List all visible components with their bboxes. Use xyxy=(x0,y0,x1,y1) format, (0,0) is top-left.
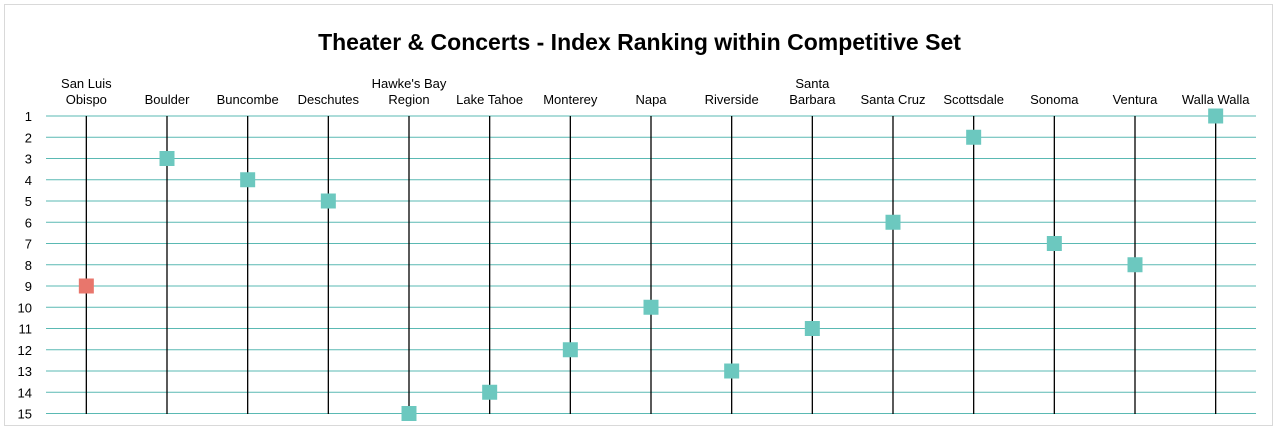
rank-marker xyxy=(482,384,498,400)
category-label: Santa Barbara xyxy=(789,76,836,107)
category-label: Buncombe xyxy=(217,92,279,107)
y-tick-label: 4 xyxy=(25,173,32,188)
chart-frame xyxy=(4,4,1273,426)
category-label: Deschutes xyxy=(298,92,360,107)
rank-marker xyxy=(159,151,175,166)
rank-markers xyxy=(78,108,1224,421)
category-label: Monterey xyxy=(543,92,598,107)
rank-marker xyxy=(966,129,982,145)
rank-marker xyxy=(885,214,901,230)
category-label: Hawke's Bay Region xyxy=(372,76,447,107)
chart-title: Theater & Concerts - Index Ranking withi… xyxy=(318,29,961,55)
category-label: Napa xyxy=(635,92,667,107)
y-tick-label: 12 xyxy=(18,343,32,358)
rank-marker xyxy=(643,299,659,315)
y-tick-label: 9 xyxy=(25,279,32,294)
y-tick-label: 11 xyxy=(19,322,33,337)
y-tick-label: 10 xyxy=(18,300,32,315)
rank-marker xyxy=(1046,236,1062,251)
category-label: Ventura xyxy=(1113,92,1159,107)
rank-marker xyxy=(320,193,336,209)
y-tick-label: 8 xyxy=(25,258,32,273)
category-labels: San Luis Obispo Boulder Buncombe Deschutes Ha… xyxy=(61,76,1250,107)
rank-marker xyxy=(78,278,94,294)
rank-marker xyxy=(401,406,417,421)
category-label: Boulder xyxy=(145,92,190,107)
category-label: Riverside xyxy=(705,92,759,107)
rank-marker xyxy=(562,342,578,358)
category-label: Scottsdale xyxy=(943,92,1004,107)
y-tick-label: 14 xyxy=(18,385,32,400)
rank-marker xyxy=(240,172,256,188)
y-tick-label: 5 xyxy=(25,194,32,209)
rank-marker xyxy=(1208,108,1224,124)
rank-marker xyxy=(804,321,820,336)
category-label: Lake Tahoe xyxy=(456,92,523,107)
y-tick-label: 6 xyxy=(25,215,32,230)
category-label: San Luis Obispo xyxy=(61,76,112,107)
rank-marker xyxy=(1127,257,1143,273)
category-label: Sonoma xyxy=(1030,92,1079,107)
y-tick-label: 7 xyxy=(25,237,32,252)
category-label: Santa Cruz xyxy=(860,92,925,107)
y-tick-label: 2 xyxy=(25,130,32,145)
category-label: Walla Walla xyxy=(1182,92,1250,107)
category-lines xyxy=(85,116,1217,414)
y-tick-label: 3 xyxy=(25,152,32,167)
rank-marker xyxy=(724,363,740,379)
y-tick-label: 15 xyxy=(18,407,32,422)
y-tick-label: 13 xyxy=(18,364,32,379)
y-tick-label: 1 xyxy=(25,109,32,124)
